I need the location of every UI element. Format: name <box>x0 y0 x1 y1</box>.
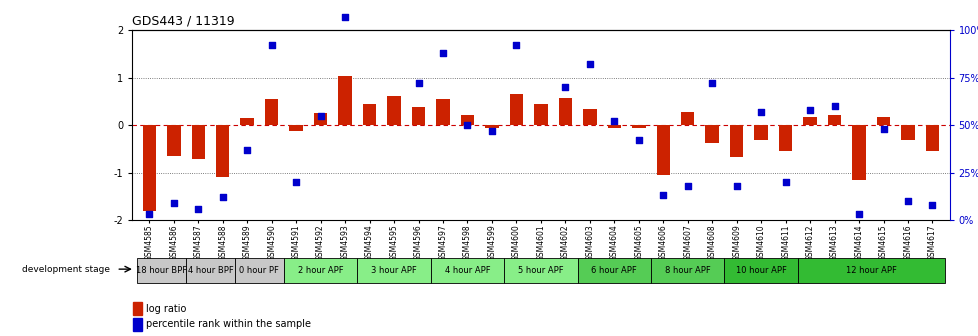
Text: 10 hour APF: 10 hour APF <box>735 266 785 275</box>
Point <box>728 183 743 188</box>
Point <box>239 147 254 153</box>
Text: 8 hour APF: 8 hour APF <box>664 266 710 275</box>
Bar <box>656 125 669 175</box>
Text: 4 hour APF: 4 hour APF <box>444 266 490 275</box>
Text: 2 hour APF: 2 hour APF <box>297 266 343 275</box>
Point <box>557 85 573 90</box>
Bar <box>436 99 449 125</box>
Point <box>703 81 719 86</box>
Bar <box>534 104 547 125</box>
Point <box>190 206 205 211</box>
Bar <box>461 115 473 125</box>
Bar <box>901 125 913 140</box>
Bar <box>387 96 400 125</box>
Text: 3 hour APF: 3 hour APF <box>371 266 417 275</box>
Bar <box>925 125 938 151</box>
Point <box>679 183 694 188</box>
Point <box>141 212 156 217</box>
Text: 0 hour PF: 0 hour PF <box>240 266 279 275</box>
Bar <box>558 98 571 125</box>
Bar <box>192 125 204 159</box>
Bar <box>876 117 889 125</box>
Bar <box>357 258 430 283</box>
Point <box>605 119 622 124</box>
Text: GDS443 / 11319: GDS443 / 11319 <box>132 14 235 27</box>
Point <box>434 50 450 56</box>
Bar <box>137 258 186 283</box>
Bar <box>577 258 650 283</box>
Bar <box>143 125 156 211</box>
Bar <box>363 104 376 125</box>
Point <box>460 123 475 128</box>
Bar <box>485 125 498 128</box>
Bar <box>412 107 424 125</box>
Bar <box>133 302 142 315</box>
Bar <box>797 258 944 283</box>
Bar <box>510 94 522 125</box>
Point <box>801 107 817 113</box>
Bar <box>827 115 840 125</box>
Bar <box>216 125 229 177</box>
Bar <box>754 125 767 140</box>
Text: 6 hour APF: 6 hour APF <box>591 266 637 275</box>
Bar <box>724 258 797 283</box>
Point <box>753 109 769 115</box>
Bar <box>284 258 357 283</box>
Point <box>581 62 597 67</box>
Point <box>899 199 914 204</box>
Text: 18 hour BPF: 18 hour BPF <box>136 266 187 275</box>
Point <box>630 138 645 143</box>
Bar <box>430 258 504 283</box>
Bar <box>338 76 351 125</box>
Text: 12 hour APF: 12 hour APF <box>845 266 896 275</box>
Point <box>312 113 328 118</box>
Point <box>214 195 231 200</box>
Text: 4 hour BPF: 4 hour BPF <box>188 266 233 275</box>
Point <box>509 43 524 48</box>
Point <box>410 81 425 86</box>
Bar <box>167 125 180 156</box>
Bar <box>186 258 235 283</box>
Point <box>655 193 671 198</box>
Point <box>850 212 867 217</box>
Bar <box>583 109 596 125</box>
Bar <box>650 258 724 283</box>
Text: percentile rank within the sample: percentile rank within the sample <box>146 319 311 329</box>
Point <box>288 179 303 185</box>
Bar <box>852 125 865 180</box>
Bar <box>803 117 816 125</box>
Point <box>874 126 890 132</box>
Bar <box>235 258 284 283</box>
Bar <box>632 125 645 128</box>
Bar <box>778 125 791 151</box>
Bar <box>314 113 327 125</box>
Bar <box>705 125 718 143</box>
Bar <box>730 125 742 158</box>
Bar <box>681 112 693 125</box>
Point <box>165 200 182 206</box>
Bar <box>133 318 142 331</box>
Bar <box>241 118 253 125</box>
Point <box>263 43 280 48</box>
Text: 5 hour APF: 5 hour APF <box>517 266 563 275</box>
Bar <box>265 99 278 125</box>
Text: log ratio: log ratio <box>146 304 186 314</box>
Text: development stage: development stage <box>22 265 110 274</box>
Point <box>825 103 841 109</box>
Bar <box>504 258 577 283</box>
Bar <box>607 125 620 128</box>
Point <box>336 14 352 19</box>
Point <box>777 179 792 185</box>
Point <box>483 128 499 133</box>
Point <box>923 202 939 208</box>
Bar <box>289 125 302 131</box>
